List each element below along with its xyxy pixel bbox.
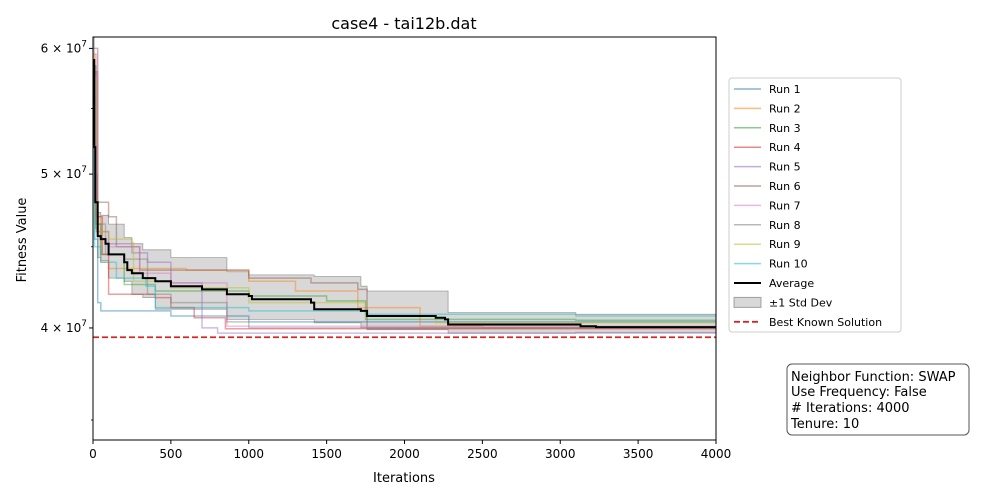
legend-label: Run 7 — [769, 199, 801, 212]
legend-label: Run 9 — [769, 238, 801, 251]
legend-label: Best Known Solution — [769, 316, 882, 329]
run-line-8 — [93, 65, 716, 331]
legend-label: Run 2 — [769, 102, 801, 115]
run-line-1 — [93, 71, 716, 323]
x-tick-label: 3500 — [623, 447, 654, 461]
std-dev-band — [93, 37, 716, 334]
legend-label: Run 1 — [769, 83, 801, 96]
x-axis-label: Iterations — [373, 471, 435, 486]
legend-item-run-1: Run 1 — [734, 83, 801, 96]
legend-item-run-6: Run 6 — [734, 180, 801, 193]
legend-item-best-known: Best Known Solution — [734, 316, 882, 329]
y-tick-label: 5 × 107 — [41, 165, 87, 181]
y-axis-label: Fitness Value — [15, 198, 30, 283]
legend-label: ±1 Std Dev — [769, 296, 833, 309]
run-line-2 — [93, 53, 716, 329]
x-tick-label: 1500 — [311, 447, 342, 461]
legend-label: Run 10 — [769, 258, 808, 271]
x-tick-label: 1000 — [233, 447, 264, 461]
legend-label: Run 3 — [769, 122, 801, 135]
legend-item-run-3: Run 3 — [734, 122, 801, 135]
legend-label: Run 8 — [769, 219, 801, 232]
legend-item-run-2: Run 2 — [734, 102, 801, 115]
run-line-4 — [93, 71, 716, 330]
x-tick-label: 500 — [159, 447, 182, 461]
plot-area — [92, 36, 717, 441]
x-tick-label: 4000 — [701, 447, 732, 461]
std-dev-area — [93, 37, 716, 334]
legend-swatch — [733, 296, 762, 308]
run-line-10 — [93, 76, 716, 318]
legend-label: Run 6 — [769, 180, 801, 193]
legend-label: Run 5 — [769, 161, 801, 174]
legend: Run 1 Run 2 Run 3 Run 4 Run 5 Run 6 Run 7 Run 8… — [728, 77, 902, 333]
legend-item-run-5: Run 5 — [734, 161, 801, 174]
chart-title: case4 - tai12b.dat — [331, 14, 476, 33]
info-iterations: # Iterations: 4000 — [791, 401, 910, 416]
run-line-5 — [93, 71, 716, 334]
y-tick-label: 4 × 107 — [41, 319, 87, 335]
legend-item-run-7: Run 7 — [734, 199, 801, 212]
info-box-frame — [786, 363, 970, 436]
x-tick-label: 0 — [89, 447, 97, 461]
run-line-3 — [93, 65, 716, 321]
run-lines — [93, 47, 716, 334]
legend-item-std-dev: ±1 Std Dev — [733, 296, 833, 309]
plot-frame — [92, 36, 717, 441]
legend-item-run-4: Run 4 — [734, 141, 801, 154]
x-axis: 0 500 1000 1500 2000 2500 3000 3500 4000 — [89, 440, 731, 461]
legend-frame — [728, 77, 902, 333]
average-line-group — [93, 59, 716, 329]
x-tick-label: 2000 — [389, 447, 420, 461]
legend-item-run-8: Run 8 — [734, 219, 801, 232]
legend-item-average: Average — [734, 277, 814, 290]
average-line — [93, 59, 716, 329]
legend-item-run-10: Run 10 — [734, 258, 808, 271]
y-axis: 4 × 107 5 × 107 6 × 107 — [41, 39, 93, 421]
info-box: Neighbor Function: SWAP Use Frequency: F… — [786, 363, 970, 436]
y-tick-label: 6 × 107 — [41, 39, 87, 55]
info-neighbor-function: Neighbor Function: SWAP — [791, 370, 956, 385]
run-line-6 — [93, 47, 716, 329]
legend-item-run-9: Run 9 — [734, 238, 801, 251]
x-tick-label: 2500 — [467, 447, 498, 461]
info-use-frequency: Use Frequency: False — [791, 385, 927, 400]
legend-label: Average — [769, 277, 814, 290]
info-tenure: Tenure: 10 — [790, 417, 859, 432]
x-tick-label: 3000 — [545, 447, 576, 461]
legend-label: Run 4 — [769, 141, 801, 154]
